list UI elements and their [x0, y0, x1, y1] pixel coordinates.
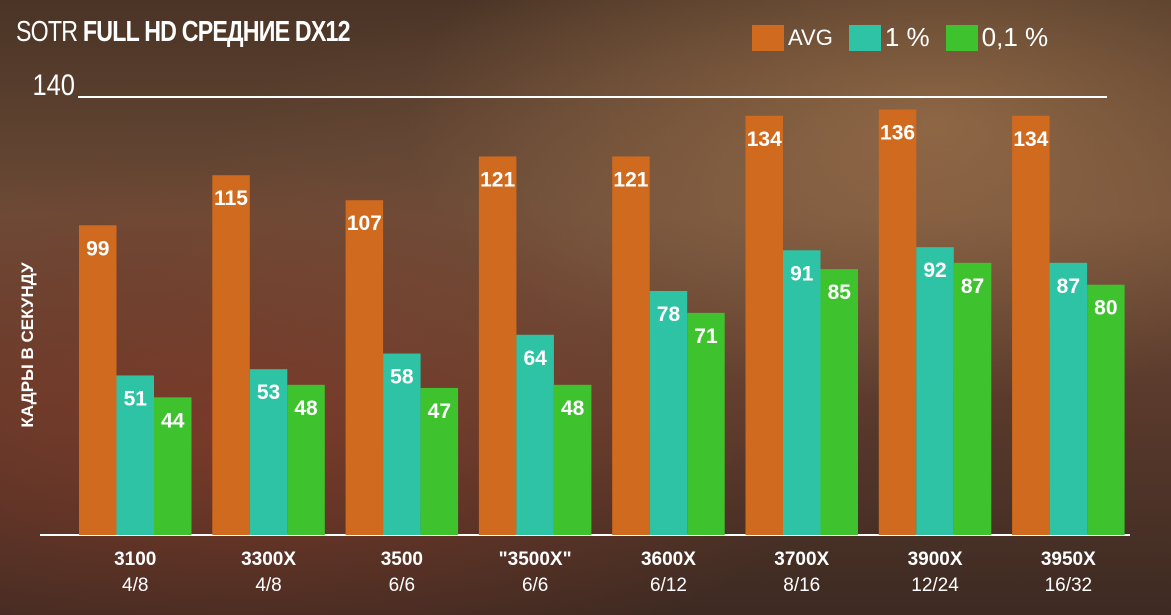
bar-value-label: 87 — [1057, 275, 1080, 298]
bar — [79, 225, 117, 535]
bar-value-label: 107 — [347, 212, 382, 235]
bar — [1012, 115, 1050, 536]
bar — [383, 353, 421, 535]
bar-value-label: 134 — [747, 128, 782, 151]
bar — [783, 250, 821, 536]
legend-swatch — [752, 24, 784, 51]
bar-value-label: 121 — [480, 168, 515, 191]
x-tick-label: 3300X — [241, 549, 296, 570]
bar — [553, 384, 592, 535]
x-tick-sublabel: 6/6 — [522, 575, 548, 596]
bar — [287, 384, 325, 535]
x-tick-label: 3500 — [381, 549, 423, 570]
bar-value-label: 47 — [428, 400, 451, 423]
bar-value-label: 134 — [1013, 128, 1048, 151]
bar-value-label: 121 — [613, 168, 648, 191]
x-tick-sublabel: 12/24 — [911, 575, 959, 596]
bar — [249, 369, 288, 535]
bar — [649, 290, 688, 535]
x-tick-label: 3900X — [908, 549, 963, 570]
chart-title: SOTR FULL HD СРЕДНИЕ DX12 — [16, 16, 351, 48]
bar — [820, 269, 858, 535]
bar-value-label: 80 — [1094, 297, 1117, 320]
x-tick-label: 3100 — [114, 549, 156, 570]
bar — [745, 115, 783, 536]
bar — [878, 109, 917, 535]
bar-value-label: 78 — [657, 303, 681, 326]
bar — [916, 247, 954, 535]
legend-item-avg: AVG — [752, 24, 833, 51]
x-tick-label: 3600X — [641, 549, 696, 570]
bar-value-label: 44 — [161, 409, 185, 432]
bar-value-label: 92 — [923, 259, 946, 282]
legend-item-01pct: 0,1 % — [945, 22, 1048, 53]
bar-value-label: 136 — [880, 122, 915, 145]
bar-value-label: 64 — [523, 347, 547, 370]
x-tick-sublabel: 4/8 — [255, 575, 281, 596]
legend: AVG 1 % 0,1 % — [752, 22, 1064, 53]
bar-value-label: 53 — [257, 381, 280, 404]
bar-value-label: 48 — [561, 397, 585, 420]
bar — [612, 156, 650, 535]
x-tick-sublabel: 16/32 — [1045, 575, 1093, 596]
y-tick-label: 140 — [32, 68, 75, 101]
bar-value-label: 71 — [694, 325, 718, 348]
bar-value-label: 99 — [86, 237, 109, 260]
legend-item-1pct: 1 % — [848, 22, 930, 53]
y-axis-label: КАДРЫ В СЕКУНДУ — [18, 262, 37, 428]
x-tick-sublabel: 6/6 — [389, 575, 415, 596]
bar-value-label: 51 — [124, 387, 148, 410]
legend-swatch — [848, 24, 881, 51]
bar — [345, 200, 384, 535]
x-tick-label: 3950X — [1041, 549, 1096, 570]
bar — [1087, 284, 1125, 535]
bar-value-label: 115 — [214, 187, 248, 210]
bar — [687, 312, 725, 535]
x-tick-sublabel: 4/8 — [122, 575, 148, 596]
x-tick-label: 3700X — [774, 549, 829, 570]
bar-value-label: 58 — [390, 366, 414, 389]
bar — [1049, 262, 1088, 535]
x-tick-label: "3500X" — [499, 549, 572, 570]
bar — [478, 156, 517, 535]
bar — [116, 375, 154, 535]
x-tick-sublabel: 8/16 — [783, 575, 820, 596]
bar-value-label: 87 — [961, 275, 984, 298]
bar-value-label: 85 — [828, 281, 852, 304]
bar — [212, 175, 250, 535]
x-tick-sublabel: 6/12 — [650, 575, 687, 596]
bar — [420, 387, 459, 535]
bar — [154, 397, 192, 535]
bar-value-label: 91 — [790, 262, 814, 285]
bar-value-label: 48 — [294, 397, 318, 420]
bar — [516, 334, 554, 535]
bar — [953, 262, 992, 535]
legend-swatch — [945, 24, 978, 51]
